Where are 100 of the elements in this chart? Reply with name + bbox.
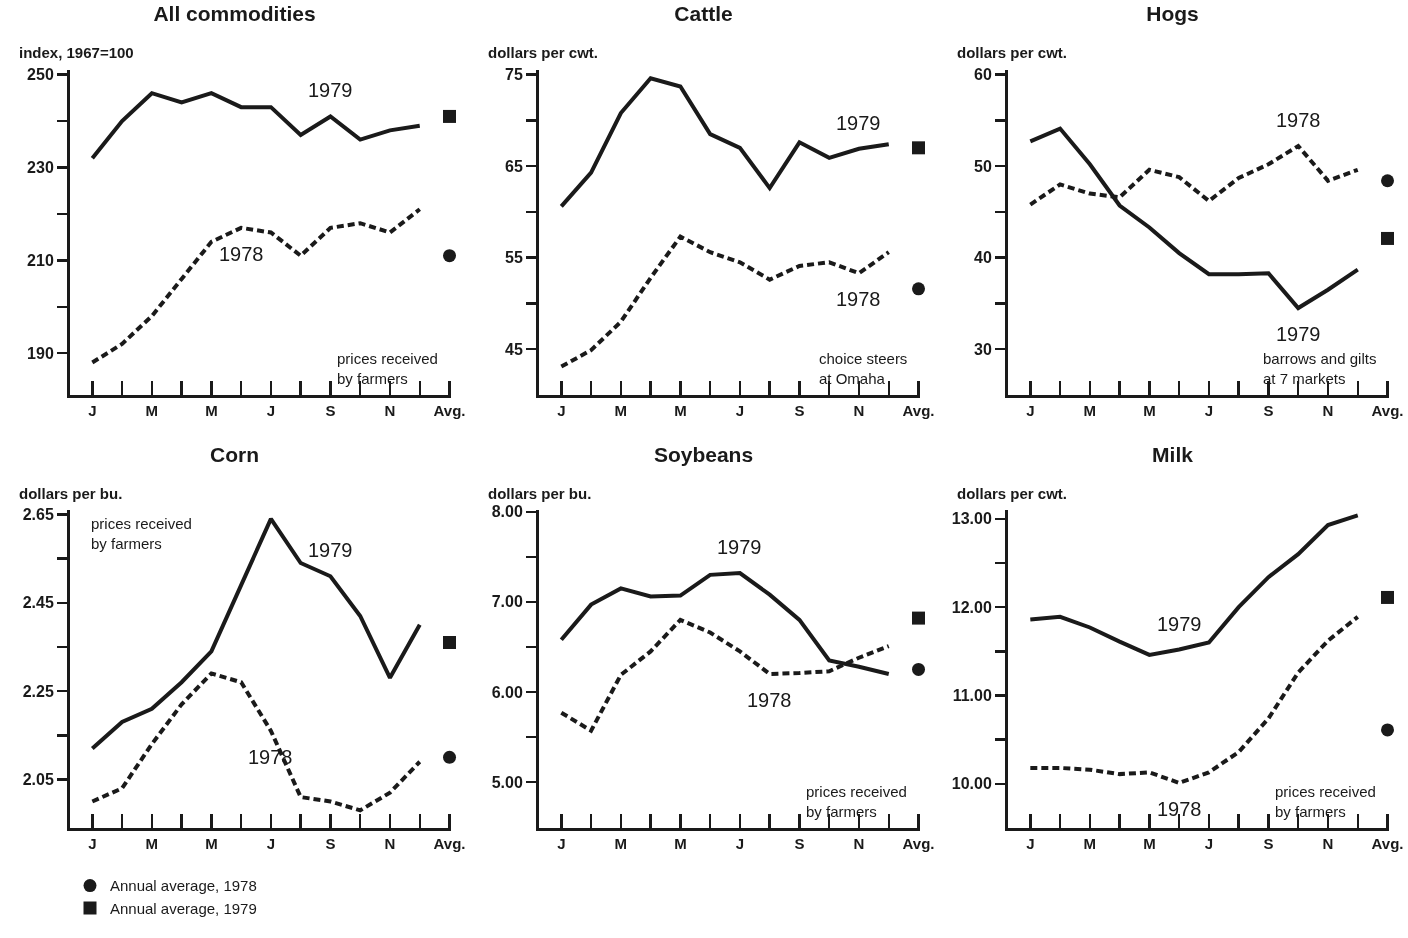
- x-tick-label: N: [1322, 835, 1334, 852]
- x-tick-label: J: [1204, 402, 1214, 419]
- x-tick-label: M: [1083, 402, 1097, 419]
- series-label: 1978: [1276, 109, 1321, 131]
- chart-title: Corn: [210, 443, 259, 467]
- y-axis-title: dollars per bu.: [488, 485, 592, 502]
- line-series: [1028, 513, 1360, 657]
- x-tick-label: J: [266, 402, 276, 419]
- line-series: [90, 516, 422, 751]
- series-label: 1979: [717, 536, 762, 558]
- y-axis-title: dollars per cwt.: [488, 44, 599, 61]
- y-tick-label: 60: [974, 66, 992, 84]
- chart-title: All commodities: [153, 2, 316, 26]
- x-tick-label: Avg.: [433, 835, 466, 852]
- legend-label: Annual average, 1979: [110, 899, 257, 917]
- x-tick-label: Avg.: [433, 402, 466, 419]
- x-tick-label: S: [794, 835, 805, 852]
- x-tick-label: Avg.: [1371, 402, 1404, 419]
- y-axis-title: dollars per cwt.: [957, 44, 1068, 61]
- y-tick-label: 30: [974, 340, 992, 358]
- x-tick-label: J: [266, 835, 276, 852]
- legend-label: Annual average, 1978: [110, 877, 257, 895]
- x-tick-label: N: [384, 835, 396, 852]
- y-tick-label: 55: [505, 249, 523, 267]
- annotation: prices received by farmers: [91, 515, 192, 552]
- chart-title: Hogs: [1146, 2, 1199, 26]
- x-tick-label: S: [1263, 835, 1274, 852]
- series-label: 1979: [836, 112, 881, 134]
- y-tick-label: 190: [27, 344, 54, 362]
- x-tick-label: M: [1083, 835, 1097, 852]
- x-tick-label: M: [145, 402, 159, 419]
- x-tick-label: S: [1263, 402, 1274, 419]
- x-tick-label: N: [384, 402, 396, 419]
- chart-title: Cattle: [674, 2, 733, 26]
- y-tick-label: 2.45: [22, 594, 54, 612]
- annotation: prices received by farmers: [806, 783, 907, 820]
- y-tick-label: 11.00: [952, 687, 992, 705]
- line-series: [1028, 126, 1360, 311]
- y-tick-label: 230: [27, 159, 54, 177]
- y-tick-label: 10.00: [951, 775, 992, 793]
- y-tick-label: 2.05: [22, 771, 54, 789]
- x-tick-label: J: [735, 835, 745, 852]
- x-tick-label: M: [674, 402, 687, 419]
- y-tick-label: 2.25: [22, 682, 54, 700]
- series-label: 1979: [308, 539, 353, 561]
- y-tick-label: 210: [27, 251, 54, 269]
- x-tick-label: M: [205, 835, 218, 852]
- y-tick-label: 50: [974, 157, 992, 175]
- x-tick-label: M: [205, 402, 218, 419]
- annotation: prices received by farmers: [337, 350, 438, 387]
- x-tick-label: S: [794, 402, 805, 419]
- x-tick-label: J: [1204, 835, 1214, 852]
- series-label: 1979: [1157, 613, 1202, 635]
- annotation: prices received by farmers: [1275, 783, 1376, 820]
- x-tick-label: J: [88, 835, 97, 852]
- y-tick-label: 45: [505, 340, 523, 358]
- x-tick-label: N: [853, 835, 865, 852]
- x-tick-label: M: [674, 835, 687, 852]
- x-tick-label: N: [853, 402, 865, 419]
- x-tick-label: S: [325, 402, 336, 419]
- x-tick-label: J: [1026, 835, 1035, 852]
- y-tick-label: 2.65: [22, 506, 54, 524]
- y-tick-label: 40: [974, 249, 992, 267]
- series-label: 1978: [747, 689, 792, 711]
- x-tick-label: N: [1322, 402, 1334, 419]
- chart-title: Milk: [1152, 443, 1194, 467]
- x-tick-label: J: [735, 402, 745, 419]
- x-tick-label: M: [614, 835, 628, 852]
- x-tick-label: J: [557, 835, 566, 852]
- y-tick-label: 12.00: [951, 598, 992, 616]
- x-tick-label: M: [1143, 835, 1156, 852]
- x-tick-label: J: [557, 402, 566, 419]
- y-tick-label: 13.00: [951, 510, 992, 528]
- x-tick-label: Avg.: [902, 402, 935, 419]
- y-axis-title: dollars per bu.: [19, 485, 123, 502]
- x-tick-label: J: [88, 402, 97, 419]
- y-tick-label: 6.00: [491, 683, 523, 701]
- y-axis-title: dollars per cwt.: [957, 485, 1068, 502]
- series-label: 1978: [1157, 798, 1202, 820]
- line-series: [1028, 614, 1360, 785]
- line-series: [559, 76, 891, 209]
- series-label: 1979: [308, 79, 353, 101]
- y-tick-label: 250: [27, 66, 54, 84]
- x-tick-label: M: [1143, 402, 1156, 419]
- x-tick-label: J: [1026, 402, 1035, 419]
- y-tick-label: 7.00: [491, 593, 523, 611]
- y-tick-label: 65: [505, 157, 523, 175]
- y-tick-label: 5.00: [491, 773, 523, 791]
- x-tick-label: Avg.: [902, 835, 935, 852]
- series-label: 1978: [836, 288, 881, 310]
- y-tick-label: 8.00: [491, 503, 523, 521]
- series-label: 1979: [1276, 323, 1321, 345]
- chart-title: Soybeans: [653, 443, 754, 467]
- y-axis-title: index, 1967=100: [19, 44, 134, 61]
- x-tick-label: Avg.: [1371, 835, 1404, 852]
- x-tick-label: S: [325, 835, 336, 852]
- y-tick-label: 75: [505, 66, 523, 84]
- x-tick-label: M: [145, 835, 159, 852]
- series-label: 1978: [219, 243, 264, 265]
- line-series: [90, 671, 422, 813]
